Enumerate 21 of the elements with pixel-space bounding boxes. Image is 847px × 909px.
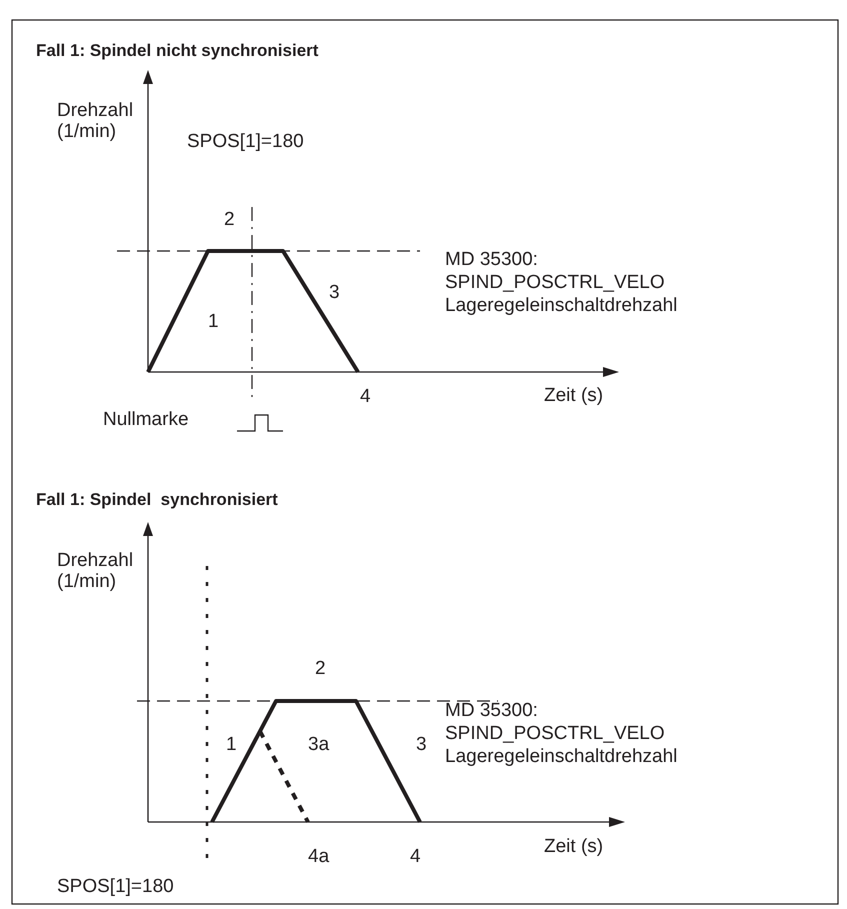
- chart-title: Fall 1: Spindel nicht synchronisiert: [36, 41, 319, 60]
- annotation: 1: [226, 734, 237, 755]
- x-axis-title: Zeit (s): [544, 836, 604, 857]
- text: 4: [360, 386, 371, 407]
- x-axis-title: Zeit (s): [544, 385, 604, 406]
- text: Nullmarke: [103, 409, 189, 430]
- chart-title: Fall 1: Spindel synchronisiert: [36, 490, 278, 509]
- ref-line-label: MD 35300: SPIND_POSCTRL_VELO Lageregeleinschaltdrehzahl: [445, 249, 678, 316]
- annotation: 3a: [308, 734, 330, 755]
- y-axis-title: Drehzahl (1/min): [57, 550, 134, 592]
- text: 2: [315, 658, 326, 679]
- text: SPOS[1]=180: [57, 876, 174, 897]
- ref-line-label: MD 35300: SPIND_POSCTRL_VELO Lageregeleinschaltdrehzahl: [445, 700, 678, 767]
- text: 2: [224, 209, 235, 230]
- text: 4: [410, 846, 421, 867]
- text: SPOS[1]=180: [187, 131, 304, 152]
- annotation: 3: [416, 734, 427, 755]
- annotation: 1: [208, 311, 219, 332]
- annotation: 3: [329, 282, 340, 303]
- y-axis-title: Drehzahl (1/min): [57, 100, 134, 142]
- text: 4a: [308, 846, 330, 867]
